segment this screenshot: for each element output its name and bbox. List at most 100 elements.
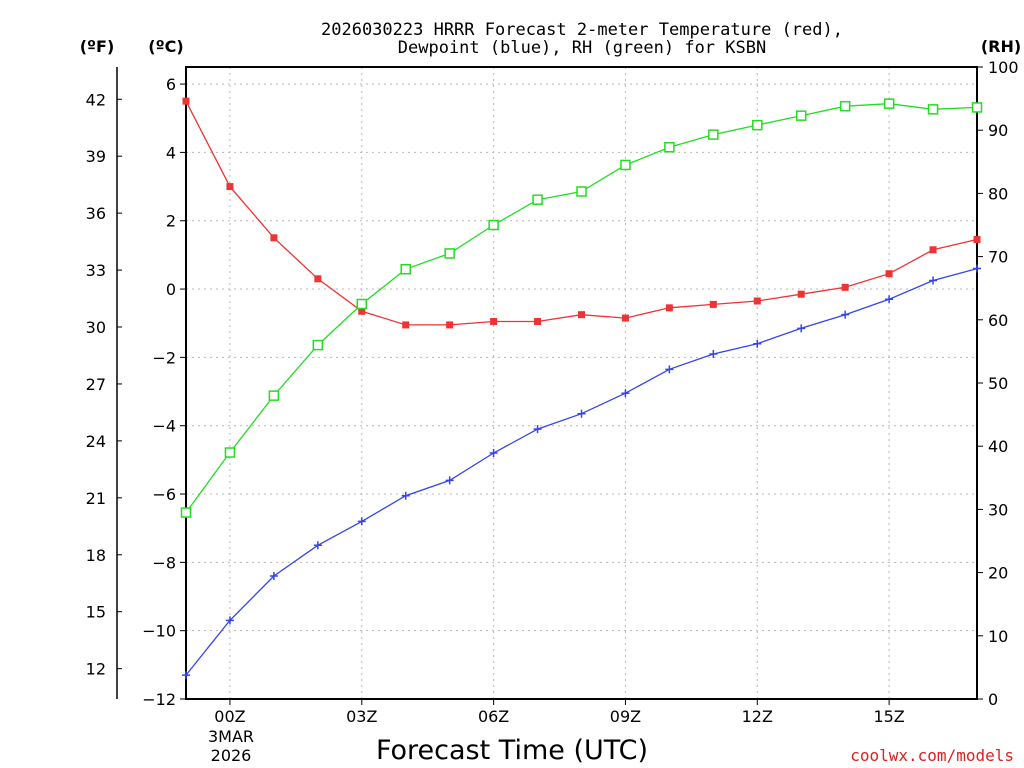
- data-point-dewpoint: [577, 409, 586, 418]
- data-point-temperature: [709, 300, 717, 308]
- rh-tick-label: 20: [988, 564, 1008, 583]
- fahrenheit-tick-label: 12: [86, 660, 106, 679]
- celsius-tick-label: −4: [152, 417, 176, 436]
- rh-unit-label: (RH): [981, 37, 1021, 56]
- data-point-temperature: [797, 290, 805, 298]
- data-point-rh: [883, 98, 895, 109]
- data-point-temperature: [446, 321, 454, 329]
- data-point-temperature: [621, 314, 629, 322]
- data-point-dewpoint: [533, 425, 542, 434]
- data-point-rh: [971, 102, 983, 113]
- data-point-dewpoint: [401, 491, 410, 500]
- data-point-dewpoint: [445, 476, 454, 485]
- data-point-temperature: [402, 321, 410, 329]
- celsius-tick-label: 6: [166, 75, 176, 94]
- celsius-tick-label: −2: [152, 348, 176, 367]
- data-point-rh: [356, 298, 368, 310]
- data-point-dewpoint: [841, 310, 850, 319]
- data-point-dewpoint: [489, 449, 498, 458]
- data-point-temperature: [226, 183, 234, 191]
- fahrenheit-tick-label: 33: [86, 261, 106, 280]
- celsius-tick-label: −6: [152, 485, 176, 504]
- chart-title-line2: Dewpoint (blue), RH (green) for KSBN: [398, 38, 766, 58]
- x-tick-label: 15Z: [873, 707, 904, 726]
- x-tick-label: 03Z: [346, 707, 377, 726]
- axes: 00Z 03Z 06Z 09Z 12Z 15Z6420−2−4−6−8−10−124239…: [86, 58, 1019, 726]
- data-point-rh: [268, 390, 280, 401]
- series-rh: [180, 98, 983, 518]
- data-point-dewpoint: [182, 671, 190, 680]
- date-label-year: 2026: [211, 746, 252, 765]
- fahrenheit-tick-label: 42: [86, 90, 106, 109]
- series-line-rh: [185, 103, 978, 513]
- data-point-temperature: [314, 275, 322, 283]
- fahrenheit-unit-label: (ºF): [80, 37, 115, 56]
- credit-link[interactable]: coolwx.com/models: [850, 746, 1014, 765]
- data-point-dewpoint: [313, 541, 322, 550]
- x-tick-label: 12Z: [742, 707, 773, 726]
- celsius-unit-label: (ºC): [148, 37, 183, 56]
- data-point-temperature: [490, 318, 498, 326]
- fahrenheit-tick-label: 15: [86, 603, 106, 622]
- data-point-dewpoint: [929, 276, 938, 285]
- rh-tick-label: 70: [988, 248, 1008, 267]
- fahrenheit-tick-label: 24: [86, 432, 106, 451]
- data-point-rh: [180, 507, 192, 518]
- celsius-tick-label: 0: [166, 280, 176, 299]
- celsius-tick-label: −10: [142, 622, 176, 641]
- celsius-tick-label: −12: [142, 690, 176, 709]
- fahrenheit-tick-label: 27: [86, 375, 106, 394]
- plot-frame: [185, 66, 978, 700]
- data-point-dewpoint: [753, 339, 762, 348]
- data-point-dewpoint: [665, 365, 674, 374]
- celsius-tick-label: 4: [166, 143, 176, 162]
- rh-tick-label: 80: [988, 184, 1008, 203]
- rh-tick-label: 40: [988, 437, 1008, 456]
- data-point-temperature: [534, 318, 542, 326]
- rh-tick-label: 0: [988, 690, 998, 709]
- data-point-temperature: [358, 307, 366, 315]
- data-point-temperature: [270, 234, 278, 242]
- rh-tick-label: 10: [988, 627, 1008, 646]
- series-line-temperature: [185, 100, 978, 326]
- grid-lines: [186, 67, 977, 699]
- data-point-rh: [708, 129, 719, 140]
- data-point-dewpoint: [797, 324, 806, 333]
- data-point-temperature: [929, 246, 937, 254]
- data-point-rh: [312, 339, 324, 351]
- data-point-rh: [532, 194, 543, 205]
- fahrenheit-tick-label: 30: [86, 318, 106, 337]
- fahrenheit-tick-label: 36: [86, 204, 106, 223]
- data-point-dewpoint: [885, 295, 894, 304]
- rh-tick-label: 60: [988, 311, 1008, 330]
- fahrenheit-tick-label: 39: [86, 147, 106, 166]
- x-tick-label: 06Z: [478, 707, 509, 726]
- data-point-rh: [927, 104, 939, 115]
- series-dewpoint: [182, 264, 981, 680]
- data-point-dewpoint: [269, 572, 278, 581]
- data-point-rh: [620, 159, 631, 171]
- data-point-temperature: [885, 270, 893, 278]
- data-point-rh: [795, 110, 807, 121]
- data-point-rh: [400, 263, 411, 275]
- x-tick-label: 09Z: [610, 707, 641, 726]
- data-point-rh: [664, 142, 675, 153]
- date-label-month: 3MAR: [208, 727, 254, 746]
- rh-tick-label: 100: [988, 58, 1019, 77]
- data-point-rh: [752, 119, 763, 131]
- series-line-dewpoint: [185, 267, 978, 676]
- fahrenheit-tick-label: 21: [86, 489, 106, 508]
- data-point-temperature: [182, 97, 190, 105]
- data-point-temperature: [753, 297, 761, 305]
- celsius-tick-label: 2: [166, 212, 176, 231]
- chart-title-line1: 2026030223 HRRR Forecast 2-meter Tempera…: [321, 20, 843, 40]
- x-axis-title: Forecast Time (UTC): [376, 735, 648, 766]
- data-point-rh: [444, 248, 455, 259]
- data-point-rh: [488, 219, 499, 231]
- data-point-rh: [576, 186, 587, 197]
- data-point-dewpoint: [709, 349, 718, 358]
- data-point-temperature: [578, 311, 585, 319]
- data-point-temperature: [973, 236, 981, 244]
- series-temperature: [182, 97, 981, 329]
